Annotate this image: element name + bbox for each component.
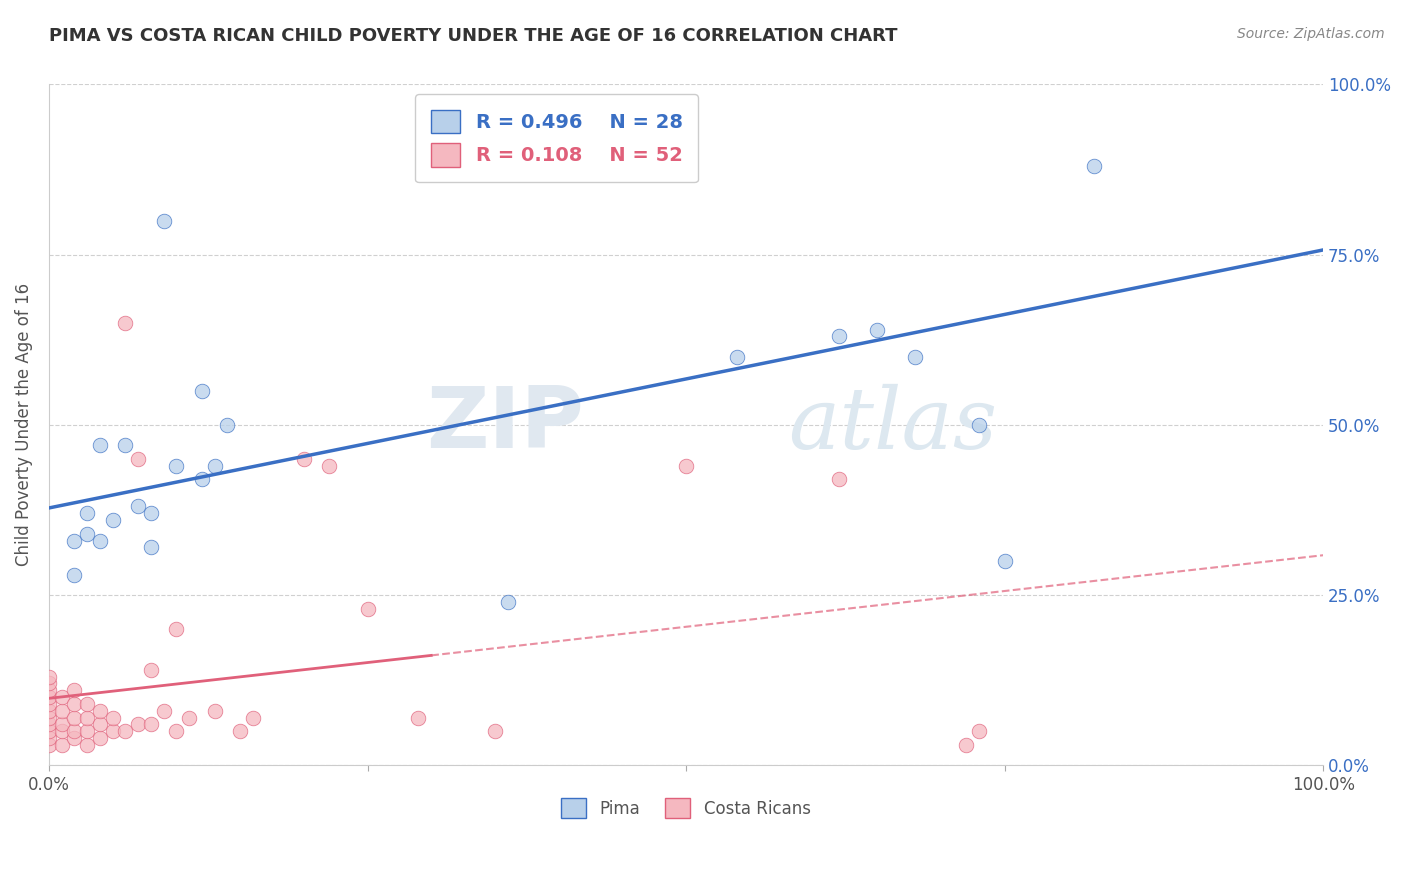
Point bbox=[114, 316, 136, 330]
Point bbox=[229, 724, 252, 739]
Point bbox=[496, 595, 519, 609]
Point bbox=[204, 704, 226, 718]
Point bbox=[165, 622, 187, 636]
Point bbox=[725, 350, 748, 364]
Text: atlas: atlas bbox=[787, 384, 997, 467]
Point bbox=[76, 697, 98, 711]
Point bbox=[76, 710, 98, 724]
Point bbox=[127, 500, 149, 514]
Point bbox=[63, 533, 86, 548]
Point bbox=[955, 738, 977, 752]
Point bbox=[165, 458, 187, 473]
Point bbox=[152, 213, 174, 227]
Point bbox=[38, 710, 60, 724]
Point bbox=[38, 697, 60, 711]
Point bbox=[38, 670, 60, 684]
Point bbox=[828, 329, 851, 343]
Point bbox=[484, 724, 506, 739]
Point bbox=[89, 704, 111, 718]
Point bbox=[139, 663, 162, 677]
Point bbox=[63, 683, 86, 698]
Text: ZIP: ZIP bbox=[426, 384, 583, 467]
Point bbox=[89, 731, 111, 745]
Point bbox=[101, 710, 124, 724]
Point bbox=[675, 458, 697, 473]
Point bbox=[967, 724, 990, 739]
Point bbox=[356, 601, 378, 615]
Point bbox=[165, 724, 187, 739]
Point bbox=[318, 458, 340, 473]
Point bbox=[89, 717, 111, 731]
Point bbox=[51, 717, 73, 731]
Point bbox=[242, 710, 264, 724]
Point bbox=[63, 710, 86, 724]
Point bbox=[101, 724, 124, 739]
Point bbox=[89, 533, 111, 548]
Point bbox=[51, 738, 73, 752]
Point bbox=[38, 724, 60, 739]
Point bbox=[38, 704, 60, 718]
Point bbox=[63, 731, 86, 745]
Point bbox=[191, 472, 214, 486]
Point bbox=[179, 710, 201, 724]
Point bbox=[139, 717, 162, 731]
Point bbox=[38, 717, 60, 731]
Point bbox=[38, 683, 60, 698]
Point bbox=[1083, 159, 1105, 173]
Point bbox=[76, 724, 98, 739]
Point bbox=[994, 554, 1017, 568]
Point bbox=[101, 513, 124, 527]
Point bbox=[38, 690, 60, 705]
Point bbox=[63, 724, 86, 739]
Point bbox=[76, 506, 98, 520]
Point bbox=[408, 710, 430, 724]
Point bbox=[292, 451, 315, 466]
Point bbox=[51, 704, 73, 718]
Point bbox=[89, 438, 111, 452]
Point bbox=[38, 738, 60, 752]
Point bbox=[76, 526, 98, 541]
Text: Source: ZipAtlas.com: Source: ZipAtlas.com bbox=[1237, 27, 1385, 41]
Point bbox=[139, 506, 162, 520]
Y-axis label: Child Poverty Under the Age of 16: Child Poverty Under the Age of 16 bbox=[15, 284, 32, 566]
Point bbox=[63, 697, 86, 711]
Point bbox=[76, 738, 98, 752]
Point bbox=[127, 717, 149, 731]
Point bbox=[51, 690, 73, 705]
Point bbox=[114, 724, 136, 739]
Legend: Pima, Costa Ricans: Pima, Costa Ricans bbox=[548, 785, 824, 831]
Point bbox=[152, 704, 174, 718]
Point bbox=[127, 451, 149, 466]
Point bbox=[866, 322, 889, 336]
Point bbox=[38, 676, 60, 690]
Point bbox=[904, 350, 927, 364]
Point bbox=[38, 731, 60, 745]
Point bbox=[204, 458, 226, 473]
Point bbox=[114, 438, 136, 452]
Point bbox=[191, 384, 214, 398]
Point bbox=[63, 567, 86, 582]
Point bbox=[967, 417, 990, 432]
Point bbox=[217, 417, 239, 432]
Point bbox=[139, 541, 162, 555]
Text: PIMA VS COSTA RICAN CHILD POVERTY UNDER THE AGE OF 16 CORRELATION CHART: PIMA VS COSTA RICAN CHILD POVERTY UNDER … bbox=[49, 27, 897, 45]
Point bbox=[828, 472, 851, 486]
Point bbox=[1184, 63, 1206, 78]
Point bbox=[51, 724, 73, 739]
